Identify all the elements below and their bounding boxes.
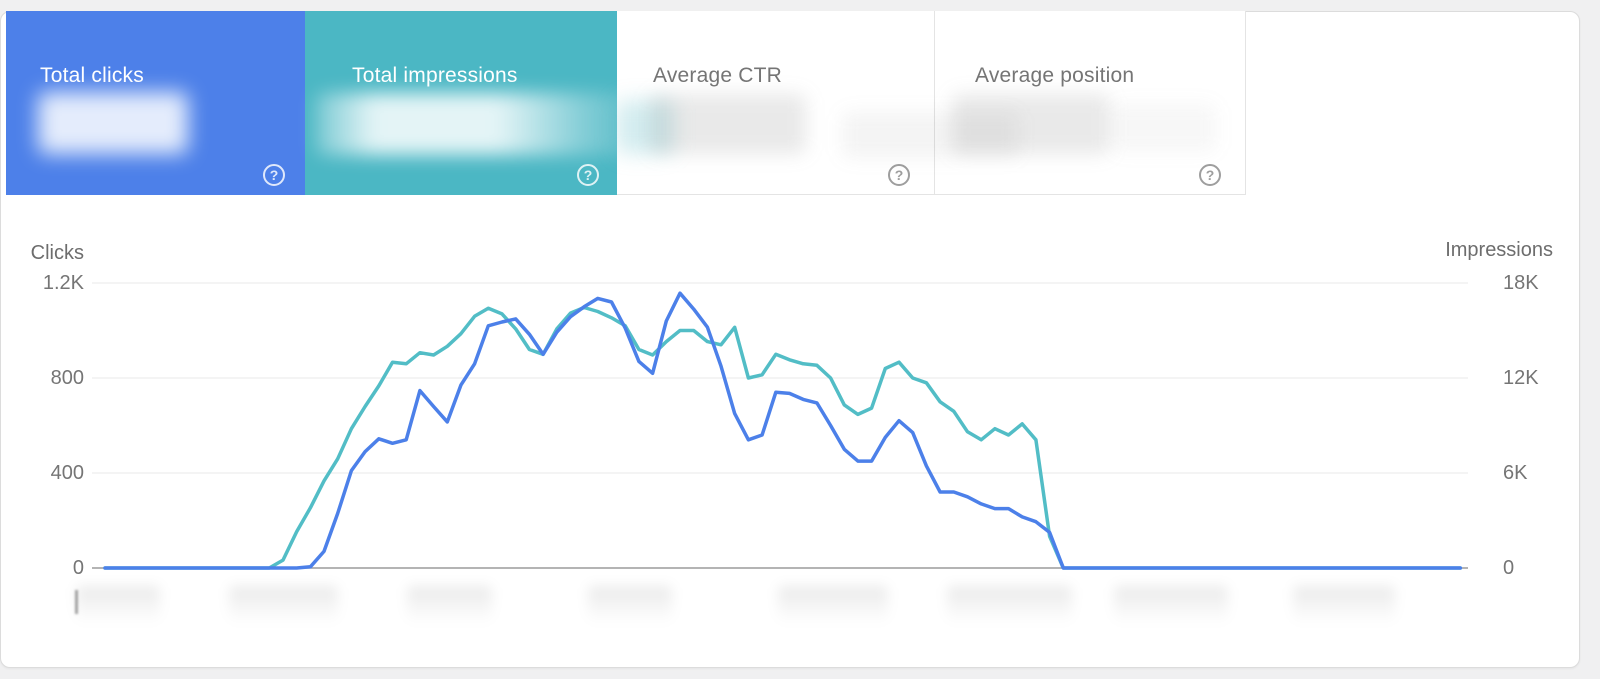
card-label: Total impressions xyxy=(352,64,518,87)
right-tick: 12K xyxy=(1503,367,1539,389)
help-icon[interactable]: ? xyxy=(1199,164,1221,186)
series-line-impressions[interactable] xyxy=(103,305,1463,570)
right-axis-title: Impressions xyxy=(1445,239,1553,261)
card-average-position[interactable]: Average position ? xyxy=(935,11,1246,195)
help-icon[interactable]: ? xyxy=(888,164,910,186)
left-tick: 400 xyxy=(50,462,84,484)
series-line-clicks[interactable] xyxy=(103,291,1463,570)
left-tick: 1.2K xyxy=(42,272,84,294)
left-tick: 0 xyxy=(72,557,84,579)
right-tick: 18K xyxy=(1503,272,1539,294)
left-axis-title: Clicks xyxy=(30,242,84,264)
left-tick: 800 xyxy=(50,367,84,389)
x-axis-label-fragment xyxy=(75,590,78,614)
card-total-clicks[interactable]: Total clicks ? xyxy=(6,11,305,195)
help-icon[interactable]: ? xyxy=(577,164,599,186)
help-icon[interactable]: ? xyxy=(263,164,285,186)
right-tick: 0 xyxy=(1503,557,1515,579)
card-total-impressions[interactable]: Total impressions ? xyxy=(305,11,617,195)
card-label: Total clicks xyxy=(40,64,144,87)
card-label: Average CTR xyxy=(653,64,783,87)
card-label: Average position xyxy=(975,64,1135,87)
performance-line-chart[interactable] xyxy=(0,230,1600,640)
metric-cards-row: Total clicks ? Total impressions ? Avera… xyxy=(6,11,1246,195)
card-average-ctr[interactable]: Average CTR ? xyxy=(617,11,935,195)
right-tick: 6K xyxy=(1503,462,1528,484)
